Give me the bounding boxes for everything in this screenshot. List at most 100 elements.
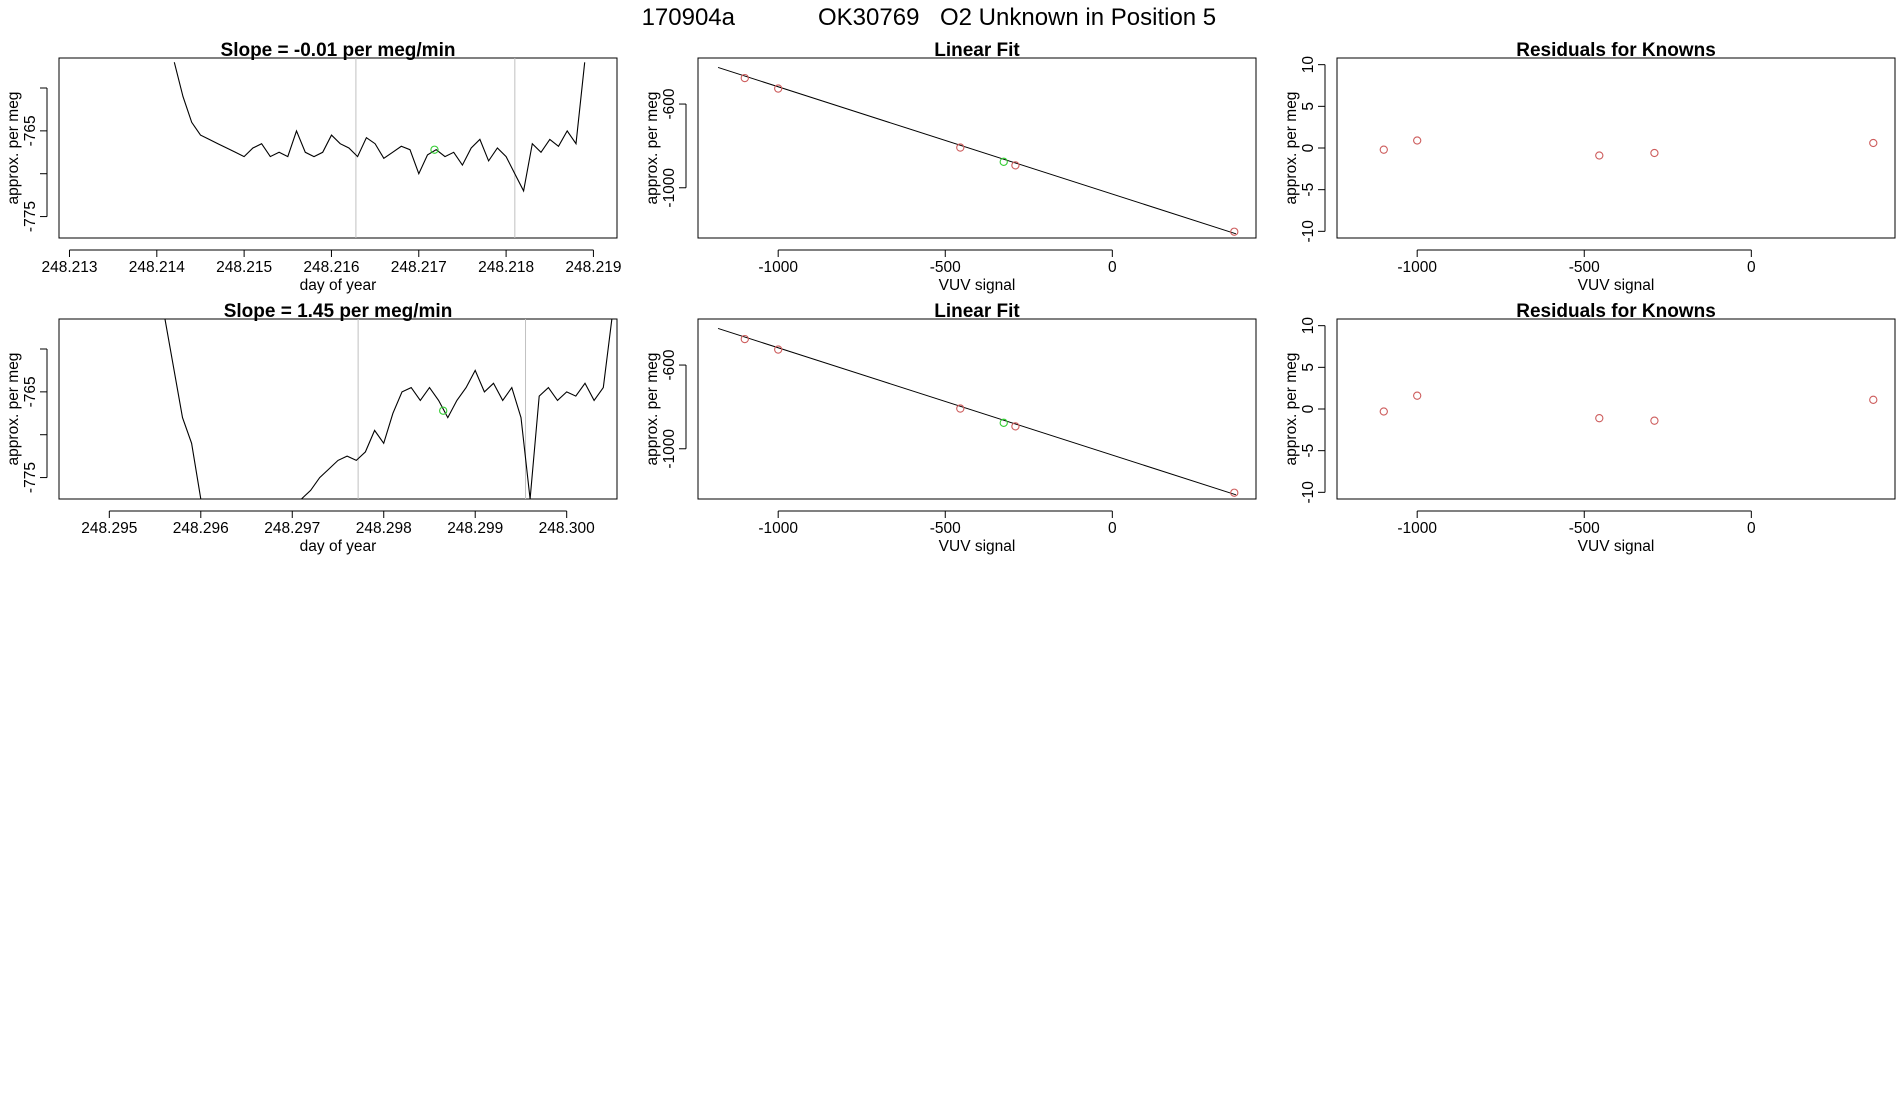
panel-title: Slope = -0.01 per meg/min [221, 40, 456, 61]
y-tick-label: -600 [661, 349, 678, 380]
y-tick-label: -775 [22, 201, 39, 232]
x-tick-label: 0 [1108, 520, 1117, 537]
panel-title: Linear Fit [934, 301, 1020, 322]
plot-area [717, 66, 1239, 236]
known-point [1413, 136, 1422, 145]
y-tick-label: -1000 [661, 429, 678, 469]
panel-title: Slope = 1.45 per meg/min [224, 301, 453, 322]
y-tick-label: 10 [1300, 56, 1317, 74]
unknown-point [999, 418, 1008, 427]
y-tick-label: 0 [1300, 404, 1317, 413]
y-axis-label: approx. per meg [1283, 92, 1300, 205]
x-tick-label: -1000 [758, 259, 798, 276]
x-tick-label: 248.215 [216, 259, 272, 276]
x-axis-label: VUV signal [939, 277, 1016, 294]
y-tick-label: -10 [1300, 481, 1317, 504]
known-point [956, 404, 965, 413]
known-point [1413, 391, 1422, 400]
x-tick-label: 248.218 [478, 259, 534, 276]
x-tick-label: 248.219 [565, 259, 621, 276]
known-point [1650, 416, 1659, 425]
plot-frame [58, 57, 618, 239]
x-tick-label: -500 [1569, 520, 1600, 537]
x-tick-label: -500 [930, 520, 961, 537]
chart-panel-4: Slope = 1.45 per meg/min 248.295 248.296 24… [5, 301, 618, 555]
plot-frame [1336, 318, 1896, 500]
y-axis-label: approx. per meg [1283, 353, 1300, 466]
known-point [740, 334, 749, 344]
x-tick-label: -1000 [758, 520, 798, 537]
plot-area [1379, 391, 1878, 425]
figure-title-run: 170904a [642, 4, 736, 31]
known-point [1230, 488, 1239, 497]
x-tick-label: 248.214 [129, 259, 185, 276]
figure-title-description: O2 Unknown in Position 5 [940, 4, 1216, 31]
y-tick-label: 5 [1300, 363, 1317, 372]
fit-line [717, 327, 1237, 496]
data-series-line [173, 62, 586, 193]
known-point [1650, 148, 1659, 158]
known-point [774, 345, 783, 354]
y-tick-label: 10 [1300, 317, 1317, 335]
y-tick-label: -5 [1300, 183, 1317, 197]
y-axis-label: approx. per meg [644, 92, 661, 205]
x-tick-label: 248.217 [391, 259, 447, 276]
y-tick-label: -5 [1300, 444, 1317, 458]
x-tick-label: 248.297 [264, 520, 320, 537]
data-series-line [164, 319, 613, 499]
x-tick-label: 248.295 [81, 520, 137, 537]
unknown-point [430, 145, 439, 154]
known-point [740, 73, 749, 83]
plot-frame [1336, 57, 1896, 239]
known-point [1011, 422, 1020, 431]
y-axis-label: approx. per meg [644, 353, 661, 466]
known-point [1869, 138, 1878, 148]
chart-panel-3: Residuals for Knowns -1000 -500 0 VUV signal… [1283, 40, 1896, 294]
x-axis-label: VUV signal [1578, 277, 1655, 294]
known-point [1869, 395, 1878, 404]
y-tick-label: -765 [22, 115, 39, 146]
known-point [956, 143, 965, 152]
panel-grid: Slope = -0.01 per meg/min 248.213 248.214 2… [5, 40, 1896, 555]
fit-line [717, 66, 1237, 235]
x-tick-label: 0 [1747, 259, 1756, 276]
chart-panel-1: Slope = -0.01 per meg/min 248.213 248.214 2… [5, 40, 621, 294]
x-tick-label: 248.298 [356, 520, 412, 537]
known-point [1379, 407, 1388, 416]
plot-area [173, 58, 586, 238]
y-axis-label: approx. per meg [5, 92, 22, 205]
y-tick-label: -775 [22, 462, 39, 493]
x-tick-label: 248.216 [303, 259, 359, 276]
plot-frame [697, 318, 1257, 500]
known-point [1379, 145, 1388, 154]
known-point [1595, 151, 1604, 160]
x-tick-label: -1000 [1397, 520, 1437, 537]
x-axis-label: VUV signal [1578, 538, 1655, 555]
x-axis-label: day of year [300, 277, 377, 294]
panel-title: Linear Fit [934, 40, 1020, 61]
unknown-point [439, 406, 448, 415]
known-point [1011, 161, 1020, 170]
plot-frame [58, 318, 618, 500]
known-point [1595, 414, 1604, 423]
x-axis-label: day of year [300, 538, 377, 555]
plot-area [1379, 136, 1878, 160]
x-tick-label: -1000 [1397, 259, 1437, 276]
y-tick-label: -765 [22, 376, 39, 407]
figure-title-tank: OK30769 [818, 4, 919, 31]
x-axis-label: VUV signal [939, 538, 1016, 555]
panel-title: Residuals for Knowns [1516, 301, 1716, 322]
x-tick-label: 248.299 [447, 520, 503, 537]
y-tick-label: -1000 [661, 168, 678, 208]
y-tick-label: 5 [1300, 102, 1317, 111]
x-tick-label: 0 [1747, 520, 1756, 537]
plot-area [717, 327, 1239, 497]
x-tick-label: 248.213 [41, 259, 97, 276]
x-tick-label: -500 [1569, 259, 1600, 276]
x-tick-label: -500 [930, 259, 961, 276]
panel-title: Residuals for Knowns [1516, 40, 1716, 61]
unknown-point [999, 157, 1008, 166]
